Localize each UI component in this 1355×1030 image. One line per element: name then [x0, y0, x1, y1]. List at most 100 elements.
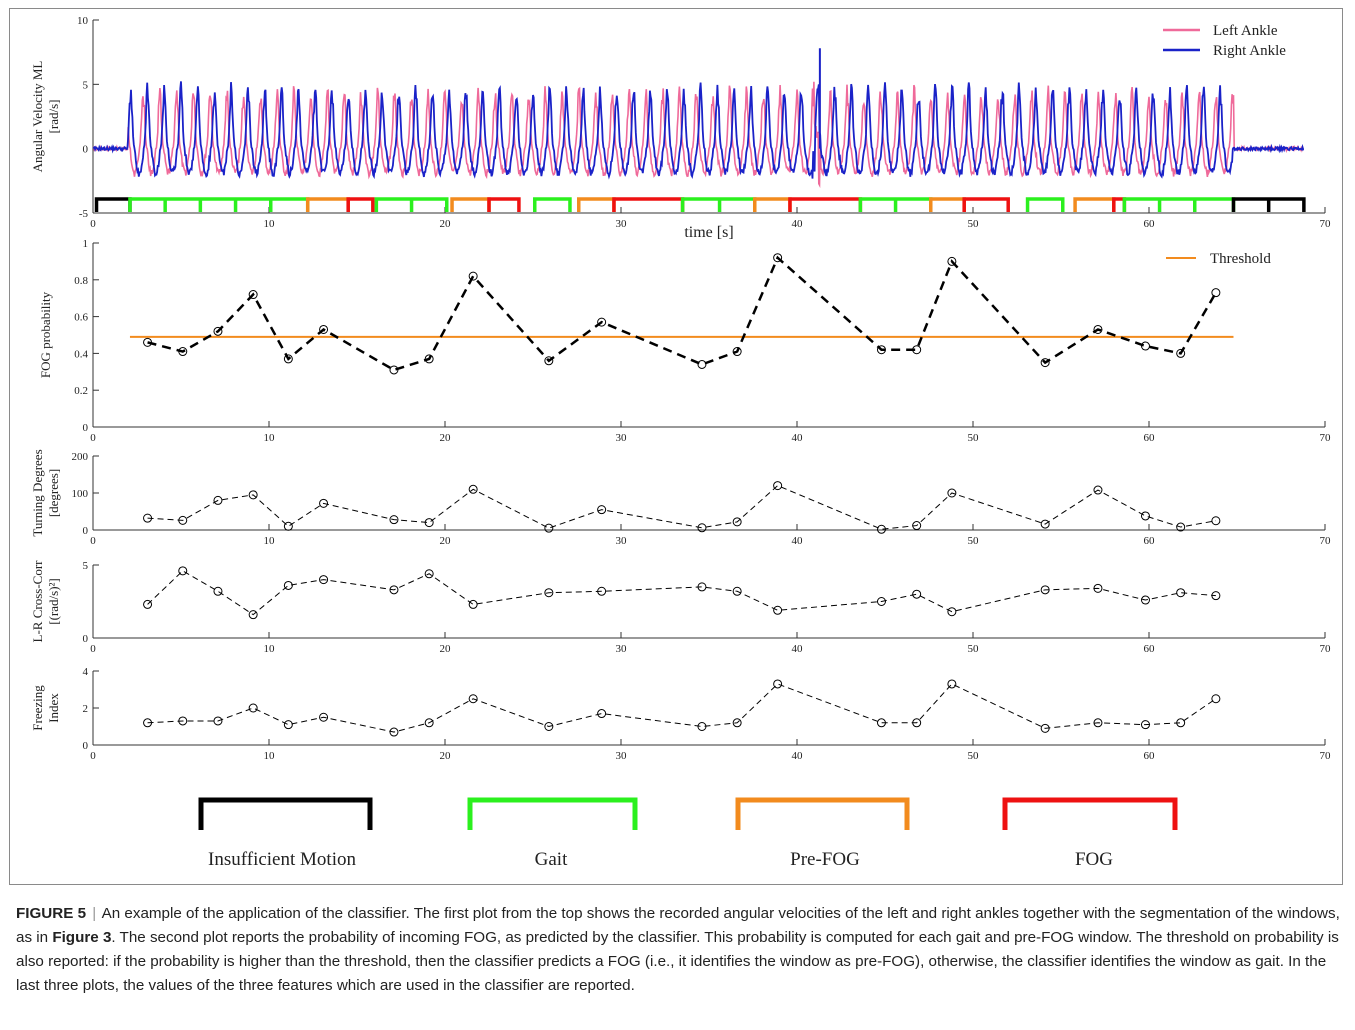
turning-degrees-point [544, 523, 554, 533]
freezing-index-x-tick-label: 0 [90, 750, 96, 762]
freezing-index-y-label: Freezing [30, 685, 45, 731]
class-legend-label-prefog: Pre-FOG [790, 849, 860, 870]
freezing-index-point [178, 716, 188, 726]
freezing-index-line [147, 683, 1217, 733]
turning-degrees-point [319, 498, 329, 508]
freezing-index-y-tick-label: 2 [83, 703, 89, 715]
freezing-index-point [1176, 718, 1186, 728]
freezing-index-point [319, 712, 329, 722]
turning-degrees-point [389, 515, 399, 525]
fog-probability-x-tick-label: 40 [792, 432, 804, 444]
cross-corr-point [468, 599, 478, 609]
turning-degrees-point [1211, 516, 1221, 526]
fog-probability-point [597, 317, 607, 327]
turning-degrees-point [1176, 522, 1186, 532]
segment-bracket-gait [1025, 197, 1065, 212]
segment-bracket-fog [788, 197, 863, 212]
class-legend-bracket-fog [1002, 797, 1178, 830]
turning-degrees-y-tick-label: 100 [72, 488, 89, 500]
freezing-index-point [1040, 723, 1050, 733]
velocity-y-tick-label: 10 [77, 15, 89, 27]
turning-degrees-point [597, 505, 607, 515]
caption-label: FIGURE 5 [16, 905, 87, 922]
turning-degrees-x-tick-label: 30 [616, 535, 628, 547]
fog-probability-x-tick-label: 70 [1320, 432, 1332, 444]
segment-bracket-gait [533, 197, 572, 212]
freezing-index-y-tick-label: 0 [83, 740, 89, 752]
cross-corr-point [1176, 588, 1186, 598]
fog-probability-x-tick-label: 30 [616, 432, 628, 444]
cross-corr-point [1093, 583, 1103, 593]
cross-corr-y-tick-label: 5 [83, 560, 89, 572]
cross-corr-point [319, 575, 329, 585]
fog-probability-point [912, 345, 922, 355]
freezing-index-x-tick-label: 40 [792, 750, 804, 762]
fog-probability-y-tick-label: 0 [83, 422, 89, 434]
caption-separator: | [92, 905, 97, 922]
cross-corr-y-tick-label: 0 [83, 633, 89, 645]
fog-probability-y-tick-label: 0.8 [74, 275, 88, 287]
velocity-x-tick-label: 40 [792, 218, 804, 230]
cross-corr-point [213, 586, 223, 596]
fog-probability-x-tick-label: 10 [264, 432, 276, 444]
cross-corr-point [178, 566, 188, 576]
segment-bracket-fog [962, 197, 1010, 212]
fog-probability-point [143, 337, 153, 347]
fog-probability-point [213, 326, 223, 336]
fog-probability-point [773, 253, 783, 263]
cross-corr-x-tick-label: 30 [616, 643, 628, 655]
segment-bracket-insufficient [94, 197, 132, 212]
caption-text-2: . The second plot reports the probabilit… [16, 929, 1339, 994]
freezing-index-point [876, 718, 886, 728]
turning-degrees-y-tick-label: 0 [83, 525, 89, 537]
velocity-y-tick-label: 5 [83, 79, 89, 91]
fog-probability-point [248, 290, 258, 300]
cross-corr-point [912, 589, 922, 599]
turning-degrees-point [283, 521, 293, 531]
velocity-y-label-2: [rad/s] [46, 100, 61, 134]
cross-corr-point [1140, 595, 1150, 605]
freezing-index-x-tick-label: 50 [968, 750, 980, 762]
turning-degrees-point [697, 523, 707, 533]
turning-degrees-point [213, 495, 223, 505]
fog-probability-point [1140, 341, 1150, 351]
segment-bracket-fog [487, 197, 521, 212]
fog-probability-point [947, 256, 957, 266]
fog-probability-point [468, 271, 478, 281]
cross-corr-point [143, 599, 153, 609]
figure-frame [9, 8, 1343, 885]
freezing-index-point [1211, 694, 1221, 704]
fog-probability-y-tick-label: 1 [83, 238, 89, 250]
turning-degrees-line [147, 485, 1216, 530]
turning-degrees-point [1040, 519, 1050, 529]
velocity-x-tick-label: 70 [1320, 218, 1332, 230]
cross-corr-y-label-2: [(rad/s)²] [46, 578, 61, 624]
freezing-index-x-tick-label: 20 [440, 750, 452, 762]
velocity-x-tick-label: 60 [1144, 218, 1156, 230]
fog-probability-y-tick-label: 0.6 [74, 312, 88, 324]
cross-corr-point [773, 605, 783, 615]
turning-degrees-point [424, 518, 434, 528]
segment-bracket-prefog [929, 197, 966, 212]
figure-caption: FIGURE 5 | An example of the application… [16, 902, 1341, 998]
legend-left-ankle-label: Left Ankle [1213, 23, 1278, 39]
freezing-index-point [947, 679, 957, 689]
class-legend-bracket-insufficient [198, 797, 373, 830]
cross-corr-point [947, 607, 957, 617]
freezing-index-x-tick-label: 70 [1320, 750, 1332, 762]
fog-probability-y-tick-label: 0.2 [74, 385, 88, 397]
freezing-index-y-label-2: Index [46, 693, 61, 723]
fog-probability-point [1093, 324, 1103, 334]
segment-bracket-gait [128, 197, 310, 212]
velocity-x-tick-label: 0 [90, 218, 96, 230]
turning-degrees-x-tick-label: 60 [1144, 535, 1156, 547]
caption-figure-ref: Figure 3 [52, 929, 112, 946]
fog-probability-point [1176, 348, 1186, 358]
legend-right-ankle-label: Right Ankle [1213, 43, 1286, 59]
turning-degrees-point [143, 513, 153, 523]
turning-degrees-point [912, 521, 922, 531]
turning-degrees-point [876, 524, 886, 534]
freezing-index-point [468, 694, 478, 704]
fog-probability-line [147, 255, 1217, 372]
fog-probability-point [178, 347, 188, 357]
